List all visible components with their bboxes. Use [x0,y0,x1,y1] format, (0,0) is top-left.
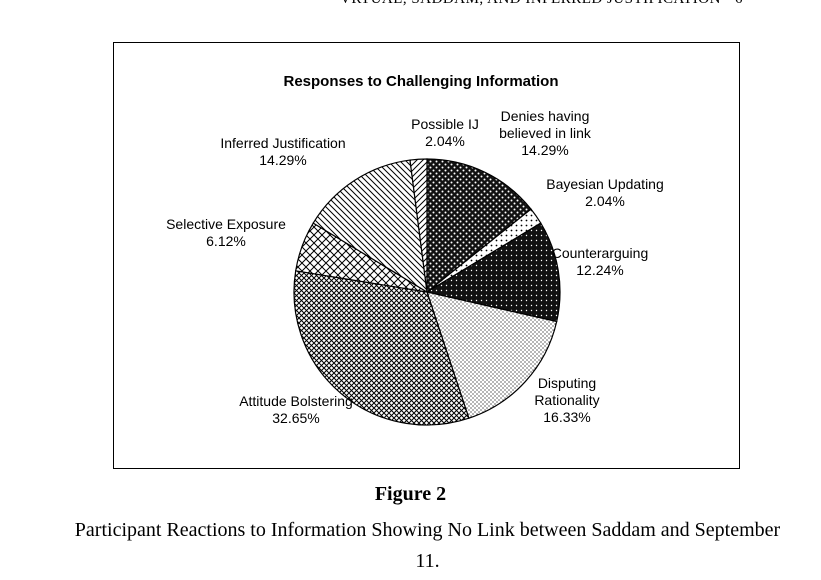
slice-labels: Denies having believed in link 14.29% Bayes… [166,108,664,426]
slice-label-attitude-bolstering: Attitude Bolstering 32.65% [239,393,353,426]
chart-title: Responses to Challenging Information [283,73,558,90]
pie-slice-attitude-bolstering [293,270,470,426]
slice-label-inferred-justification: Inferred Justification 14.29% [220,135,345,168]
pie-slice-inferred-justification [312,159,428,294]
slice-label-counterarguing: Counterarguing 12.24% [552,245,649,278]
pie-chart: Responses to Challenging Information Den… [166,73,664,426]
pie-slices [293,158,561,426]
figure-caption: Participant Reactions to Information Sho… [74,519,781,572]
slice-label-selective-exposure: Selective Exposure 6.12% [166,216,286,249]
figure-frame: Responses to Challenging Information Den… [113,42,740,469]
slice-label-bayesian-updating: Bayesian Updating 2.04% [546,176,664,209]
pie-slice-denies-having-believed-in-link [426,158,532,294]
figure-number: Figure 2 [374,483,447,505]
pie-slice-counterarguing [425,222,561,323]
slice-label-denies-having-believed-in-link: Denies having believed in link 14.29% [499,108,592,158]
running-head: VRTUAL, SADDAM, AND INFERRED JUSTIFICATI… [340,0,743,8]
pie-slice-disputing-rationality [426,291,558,419]
pie-slice-possible-ij [409,158,428,293]
slice-label-disputing-rationality: Disputing Rationality 16.33% [534,375,599,425]
slice-label-possible-ij: Possible IJ 2.04% [411,116,479,149]
